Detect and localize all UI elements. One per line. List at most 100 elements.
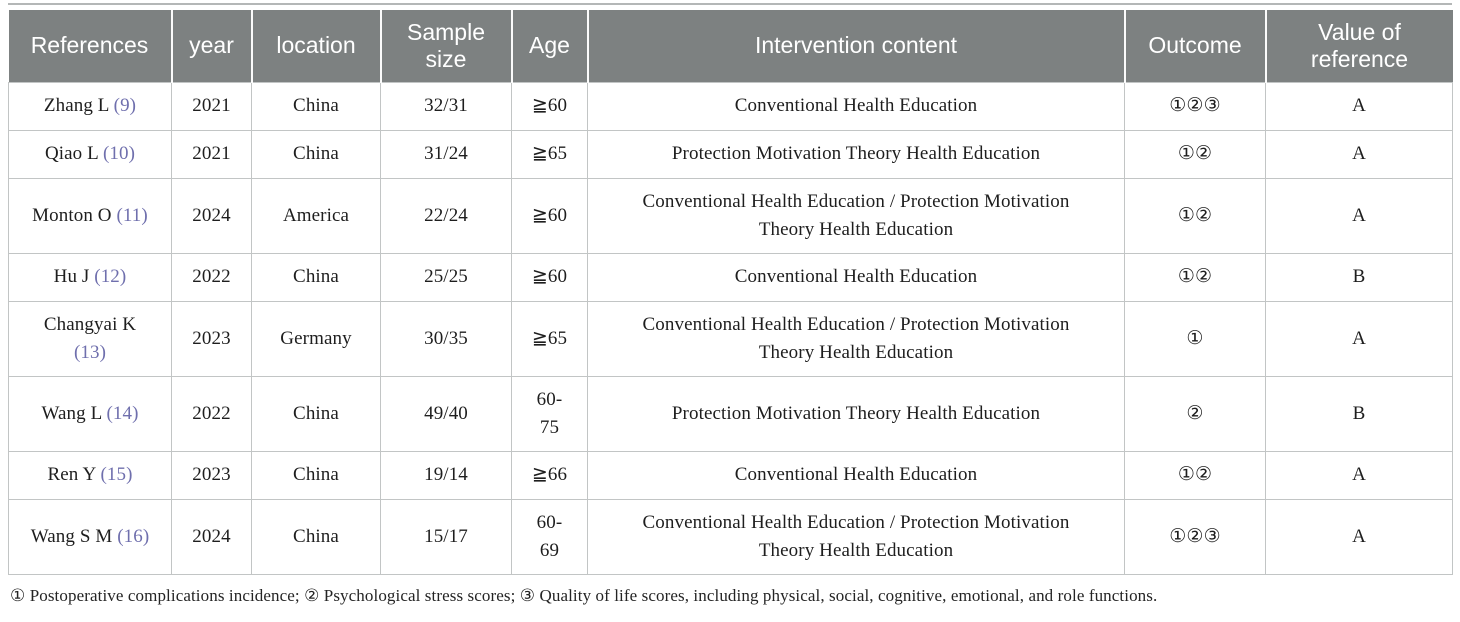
sample-size-cell: 19/14 <box>380 450 512 500</box>
location-cell: Germany <box>251 300 381 377</box>
value-of-reference-cell: A <box>1265 177 1453 254</box>
reference-name: Qiao L <box>44 143 99 164</box>
reference-cell: Monton O (11) <box>8 177 172 254</box>
year-cell: 2022 <box>171 252 252 302</box>
sample-size-cell: 32/31 <box>380 81 512 131</box>
reference-name: Ren Y <box>47 464 96 485</box>
intervention-content-cell: Conventional Health Education <box>587 252 1125 302</box>
table-row: Monton O (11) 2024 America 22/24 ≧60 Conventi… <box>8 177 1453 254</box>
reference-cell: Hu J (12) <box>8 252 172 302</box>
reference-cell: Changyai K (13) <box>8 300 172 377</box>
year-cell: 2024 <box>171 498 252 575</box>
sample-size-cell: 22/24 <box>380 177 512 254</box>
year-cell: 2024 <box>171 177 252 254</box>
outcome-cell: ①② <box>1124 252 1266 302</box>
age-cell: ≧65 <box>511 129 588 179</box>
reference-cell: Zhang L (9) <box>8 81 172 131</box>
reference-name: Wang L <box>41 402 102 424</box>
column-header-outcome: Outcome <box>1124 10 1267 82</box>
citation-link[interactable]: (16) <box>117 525 150 547</box>
year-cell: 2023 <box>171 450 252 500</box>
age-cell: ≧60 <box>511 177 588 254</box>
citation-link[interactable]: (9) <box>113 95 137 116</box>
table-row: Hu J (12) 2022 China 25/25 ≧60 Conventional H… <box>8 252 1453 302</box>
table-row: Wang S M (16) 2024 China 15/17 60- 69 Convent… <box>8 498 1453 575</box>
study-characteristics-table-page: References year location Sample size Age… <box>8 3 1453 605</box>
table-row: Wang L (14) 2022 China 49/40 60- 75 Protectio… <box>8 375 1453 452</box>
location-cell: China <box>251 129 381 179</box>
location-cell: China <box>251 450 381 500</box>
value-of-reference-cell: A <box>1265 498 1453 575</box>
intervention-content-cell: Conventional Health Education / Protecti… <box>587 177 1125 254</box>
year-cell: 2021 <box>171 81 252 131</box>
table-footnote: ① Postoperative complications incidence;… <box>10 585 1158 605</box>
citation-link[interactable]: (12) <box>94 266 127 287</box>
value-of-reference-cell: A <box>1265 129 1453 179</box>
year-cell: 2021 <box>171 129 252 179</box>
location-cell: China <box>251 252 381 302</box>
intervention-content-cell: Protection Motivation Theory Health Educ… <box>587 129 1125 179</box>
citation-link[interactable]: (13) <box>73 341 107 363</box>
citation-link[interactable]: (11) <box>116 204 148 226</box>
sample-size-cell: 49/40 <box>380 375 512 452</box>
value-of-reference-cell: B <box>1265 252 1453 302</box>
age-cell: ≧66 <box>511 450 588 500</box>
outcome-cell: ② <box>1124 375 1266 452</box>
age-cell: 60- 69 <box>511 498 588 575</box>
value-of-reference-cell: A <box>1265 300 1453 377</box>
column-header-intervention-content: Intervention content <box>587 10 1126 82</box>
sample-size-cell: 15/17 <box>380 498 512 575</box>
outcome-cell: ①②③ <box>1124 498 1266 575</box>
reference-name: Wang S M <box>30 525 113 547</box>
year-cell: 2022 <box>171 375 252 452</box>
table-header: References year location Sample size Age… <box>8 10 1453 82</box>
value-of-reference-cell: A <box>1265 450 1453 500</box>
age-cell: ≧60 <box>511 81 588 131</box>
year-cell: 2023 <box>171 300 252 377</box>
intervention-content-cell: Conventional Health Education / Protecti… <box>587 498 1125 575</box>
location-cell: America <box>251 177 381 254</box>
column-header-references: References <box>8 10 173 82</box>
reference-name: Monton O <box>32 204 112 226</box>
table-row: Qiao L (10) 2021 China 31/24 ≧65 Protection M… <box>8 129 1453 179</box>
location-cell: China <box>251 81 381 131</box>
intervention-content-cell: Protection Motivation Theory Health Educ… <box>587 375 1125 452</box>
citation-link[interactable]: (14) <box>106 402 139 424</box>
intervention-content-cell: Conventional Health Education <box>587 450 1125 500</box>
sample-size-cell: 25/25 <box>380 252 512 302</box>
column-header-age: Age <box>511 10 589 82</box>
reference-name: Changyai K <box>43 313 137 335</box>
age-cell: 60- 75 <box>511 375 588 452</box>
location-cell: China <box>251 375 381 452</box>
column-header-location: location <box>251 10 382 82</box>
column-header-value-of-reference: Value of reference <box>1265 10 1453 82</box>
column-header-year: year <box>171 10 253 82</box>
reference-cell: Wang L (14) <box>8 375 172 452</box>
study-characteristics-table: References year location Sample size Age… <box>8 10 1453 575</box>
reference-cell: Wang S M (16) <box>8 498 172 575</box>
outcome-cell: ①② <box>1124 177 1266 254</box>
age-cell: ≧65 <box>511 300 588 377</box>
table-row: Zhang L (9) 2021 China 32/31 ≧60 Conventional… <box>8 81 1453 131</box>
citation-link[interactable]: (15) <box>100 464 133 485</box>
reference-cell: Qiao L (10) <box>8 129 172 179</box>
outcome-cell: ① <box>1124 300 1266 377</box>
table-row: Ren Y (15) 2023 China 19/14 ≧66 Conventional … <box>8 450 1453 500</box>
reference-name: Hu J <box>53 266 90 287</box>
intervention-content-cell: Conventional Health Education <box>587 81 1125 131</box>
table-row: Changyai K (13) 2023 Germany 30/35 ≧65 Conven… <box>8 300 1453 377</box>
intervention-content-cell: Conventional Health Education / Protecti… <box>587 300 1125 377</box>
table-top-rule <box>8 3 1452 10</box>
table-body: Zhang L (9) 2021 China 32/31 ≧60 Conventional… <box>8 81 1453 575</box>
reference-cell: Ren Y (15) <box>8 450 172 500</box>
table-header-row: References year location Sample size Age… <box>8 10 1453 82</box>
outcome-cell: ①② <box>1124 450 1266 500</box>
column-header-sample-size: Sample size <box>380 10 513 82</box>
outcome-cell: ①②③ <box>1124 81 1266 131</box>
sample-size-cell: 31/24 <box>380 129 512 179</box>
reference-name: Zhang L <box>43 95 109 116</box>
outcome-cell: ①② <box>1124 129 1266 179</box>
citation-link[interactable]: (10) <box>102 143 136 164</box>
value-of-reference-cell: A <box>1265 81 1453 131</box>
value-of-reference-cell: B <box>1265 375 1453 452</box>
